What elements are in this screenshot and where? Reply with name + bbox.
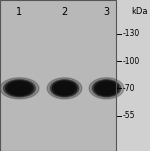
Text: -70: -70 <box>122 84 135 93</box>
Text: 2: 2 <box>61 7 68 17</box>
Text: kDa: kDa <box>131 7 148 16</box>
Ellipse shape <box>94 81 119 96</box>
Text: 1: 1 <box>16 7 22 17</box>
Text: -100: -100 <box>122 57 140 66</box>
Ellipse shape <box>52 81 77 96</box>
Ellipse shape <box>6 81 33 96</box>
Ellipse shape <box>8 82 31 95</box>
Ellipse shape <box>4 80 35 97</box>
Ellipse shape <box>47 78 82 99</box>
FancyBboxPatch shape <box>0 0 116 151</box>
Ellipse shape <box>50 80 79 97</box>
Text: -130: -130 <box>122 29 140 39</box>
Ellipse shape <box>54 82 75 95</box>
Ellipse shape <box>0 78 39 99</box>
Text: -55: -55 <box>122 111 135 120</box>
Ellipse shape <box>92 80 121 97</box>
Ellipse shape <box>89 78 124 99</box>
Text: 3: 3 <box>103 7 109 17</box>
FancyBboxPatch shape <box>116 0 150 151</box>
Ellipse shape <box>96 82 117 95</box>
